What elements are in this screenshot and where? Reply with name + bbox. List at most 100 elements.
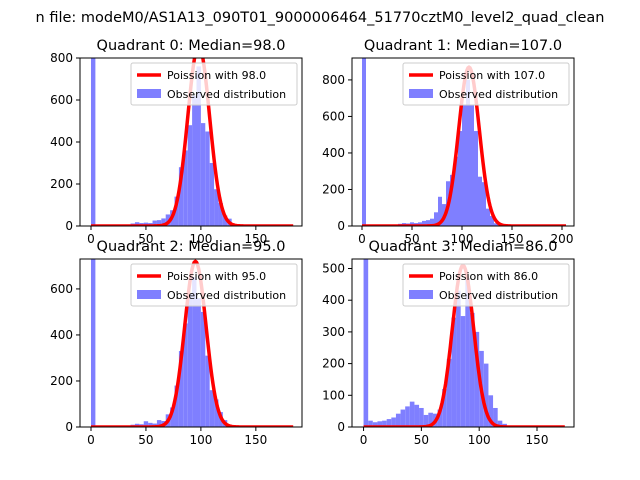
histogram-bar <box>148 422 153 427</box>
histogram-bar <box>426 220 430 226</box>
histogram-bar <box>400 409 406 427</box>
histogram-bar <box>422 220 426 226</box>
x-tick-label: 0 <box>360 433 368 447</box>
x-tick-label: 100 <box>189 232 212 246</box>
legend-bar-swatch <box>409 290 433 299</box>
y-tick-label: 300 <box>322 325 345 339</box>
histogram-bar <box>205 355 210 427</box>
histogram-bar <box>465 278 470 427</box>
legend-box <box>402 62 570 106</box>
figure-suptitle: n file: modeM0/AS1A13_090T01_9000006464_… <box>36 10 605 26</box>
histogram-bar <box>200 123 206 226</box>
histogram-bar <box>488 395 494 427</box>
histogram-bar <box>187 293 193 427</box>
histogram-bar <box>218 202 223 226</box>
histogram-bar <box>428 412 433 427</box>
y-tick-label: 400 <box>50 135 73 149</box>
histogram-bar <box>192 95 197 226</box>
axes-frame <box>351 258 575 428</box>
histogram-bar <box>178 167 184 226</box>
histogram-bar <box>214 189 219 226</box>
x-tick-label: 0 <box>87 433 95 447</box>
histogram-bar <box>386 419 392 427</box>
subplot-quadrant-2: 0 50 100 150 0 200 400 600 Quadrant 2: Median=95… <box>50 239 303 447</box>
histogram-bar <box>156 420 162 427</box>
legend-box <box>130 62 298 106</box>
x-tick-label: 100 <box>468 433 491 447</box>
legend-label-observed: Observed distribution <box>439 289 558 302</box>
histogram-bar <box>382 420 387 427</box>
histogram-bar <box>134 222 140 226</box>
legend-bar-swatch <box>409 89 433 98</box>
histogram-bar <box>410 222 414 226</box>
x-tick-label: 150 <box>244 232 267 246</box>
histogram-bar <box>478 176 482 226</box>
histogram-bar <box>205 131 210 226</box>
y-tick-label: 0 <box>65 420 73 434</box>
y-tick-label: 800 <box>50 51 73 65</box>
histogram-bar <box>486 208 490 226</box>
histogram-bar <box>90 259 96 427</box>
histogram-bar <box>438 196 442 226</box>
histogram-bar <box>454 156 458 226</box>
histogram-bar <box>470 105 474 226</box>
y-tick-label: 400 <box>322 293 345 307</box>
legend-label-observed: Observed distribution <box>439 88 558 101</box>
histogram-bar <box>456 290 461 427</box>
histogram-bar <box>466 79 470 226</box>
histogram-bar <box>187 125 193 226</box>
histogram-bar <box>482 182 486 226</box>
histogram-bar <box>446 358 452 427</box>
subplot-title: Quadrant 0: Median=98.0 <box>97 38 286 54</box>
histogram-bar <box>372 422 378 427</box>
x-tick-label: 50 <box>138 232 153 246</box>
y-tick-label: 400 <box>322 146 345 160</box>
histogram-bar <box>170 407 175 427</box>
histogram-bar <box>395 413 401 427</box>
histogram-bar <box>469 312 475 427</box>
axes-frame <box>79 258 303 428</box>
legend-label-poisson: Poission with 98.0 <box>167 69 266 82</box>
subplot-quadrant-1: 0 50 100 150 200 0 200 400 600 800 Quadrant 1: Med… <box>322 38 575 246</box>
x-tick-label: 150 <box>501 232 524 246</box>
histogram-bar <box>391 417 396 427</box>
histogram-bar <box>178 351 184 427</box>
y-tick-label: 0 <box>65 219 73 233</box>
histogram-bar <box>460 316 466 427</box>
x-tick-label: 50 <box>414 433 429 447</box>
histogram-bar <box>174 196 179 226</box>
x-tick-label: 200 <box>551 232 574 246</box>
histogram-bar <box>497 420 503 427</box>
y-tick-label: 600 <box>322 109 345 123</box>
y-tick-label: 200 <box>322 357 345 371</box>
histogram-bar <box>363 259 369 427</box>
histogram-bar <box>161 218 166 226</box>
histogram-bar <box>430 218 434 226</box>
histogram-bar <box>437 409 443 427</box>
legend-label-poisson: Poission with 95.0 <box>167 270 266 283</box>
y-tick-label: 200 <box>322 182 345 196</box>
legend-bar-swatch <box>137 89 161 98</box>
y-tick-label: 100 <box>322 388 345 402</box>
y-tick-label: 0 <box>337 219 345 233</box>
y-tick-label: 0 <box>337 420 345 434</box>
histogram-bar <box>196 298 201 427</box>
histogram-bar <box>152 220 157 226</box>
y-tick-label: 600 <box>50 93 73 107</box>
legend-bar-swatch <box>137 290 161 299</box>
histogram-bar <box>192 277 197 427</box>
subplot-quadrant-3: 0 50 100 150 0 100 200 300 400 500 Quadrant 3: Med… <box>322 239 575 447</box>
histogram-bar <box>183 323 188 427</box>
y-tick-label: 200 <box>50 177 73 191</box>
histogram-bar <box>409 401 415 427</box>
histogram-bar <box>174 385 179 427</box>
histogram-bar <box>414 404 420 427</box>
subplot-title: Quadrant 3: Median=86.0 <box>369 239 558 255</box>
x-tick-label: 0 <box>87 232 95 246</box>
histogram-bar <box>474 131 478 226</box>
histogram-bar <box>156 220 162 226</box>
histogram-bar <box>90 58 96 226</box>
histogram-bar <box>405 406 410 427</box>
histogram-bar <box>442 388 447 427</box>
